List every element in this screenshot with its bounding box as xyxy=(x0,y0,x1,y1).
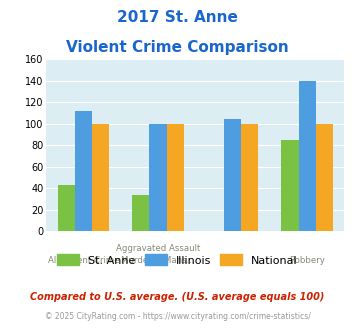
Text: All Violent Crime: All Violent Crime xyxy=(48,256,119,265)
Bar xyxy=(282,140,299,231)
Text: © 2025 CityRating.com - https://www.cityrating.com/crime-statistics/: © 2025 CityRating.com - https://www.city… xyxy=(45,312,310,321)
Text: Rape: Rape xyxy=(222,256,244,265)
Text: 2017 St. Anne: 2017 St. Anne xyxy=(117,10,238,25)
Text: Violent Crime Comparison: Violent Crime Comparison xyxy=(66,40,289,54)
Bar xyxy=(149,124,166,231)
Bar xyxy=(132,194,149,231)
Bar xyxy=(299,81,316,231)
Bar xyxy=(166,124,184,231)
Text: Aggravated Assault: Aggravated Assault xyxy=(116,244,200,253)
Bar xyxy=(241,124,258,231)
Bar xyxy=(58,185,75,231)
Legend: St. Anne, Illinois, National: St. Anne, Illinois, National xyxy=(53,250,302,270)
Bar xyxy=(75,111,92,231)
Text: Murder & Mans...: Murder & Mans... xyxy=(121,256,195,265)
Text: Compared to U.S. average. (U.S. average equals 100): Compared to U.S. average. (U.S. average … xyxy=(30,292,325,302)
Text: Robbery: Robbery xyxy=(289,256,325,265)
Bar xyxy=(92,124,109,231)
Bar xyxy=(224,119,241,231)
Bar xyxy=(316,124,333,231)
